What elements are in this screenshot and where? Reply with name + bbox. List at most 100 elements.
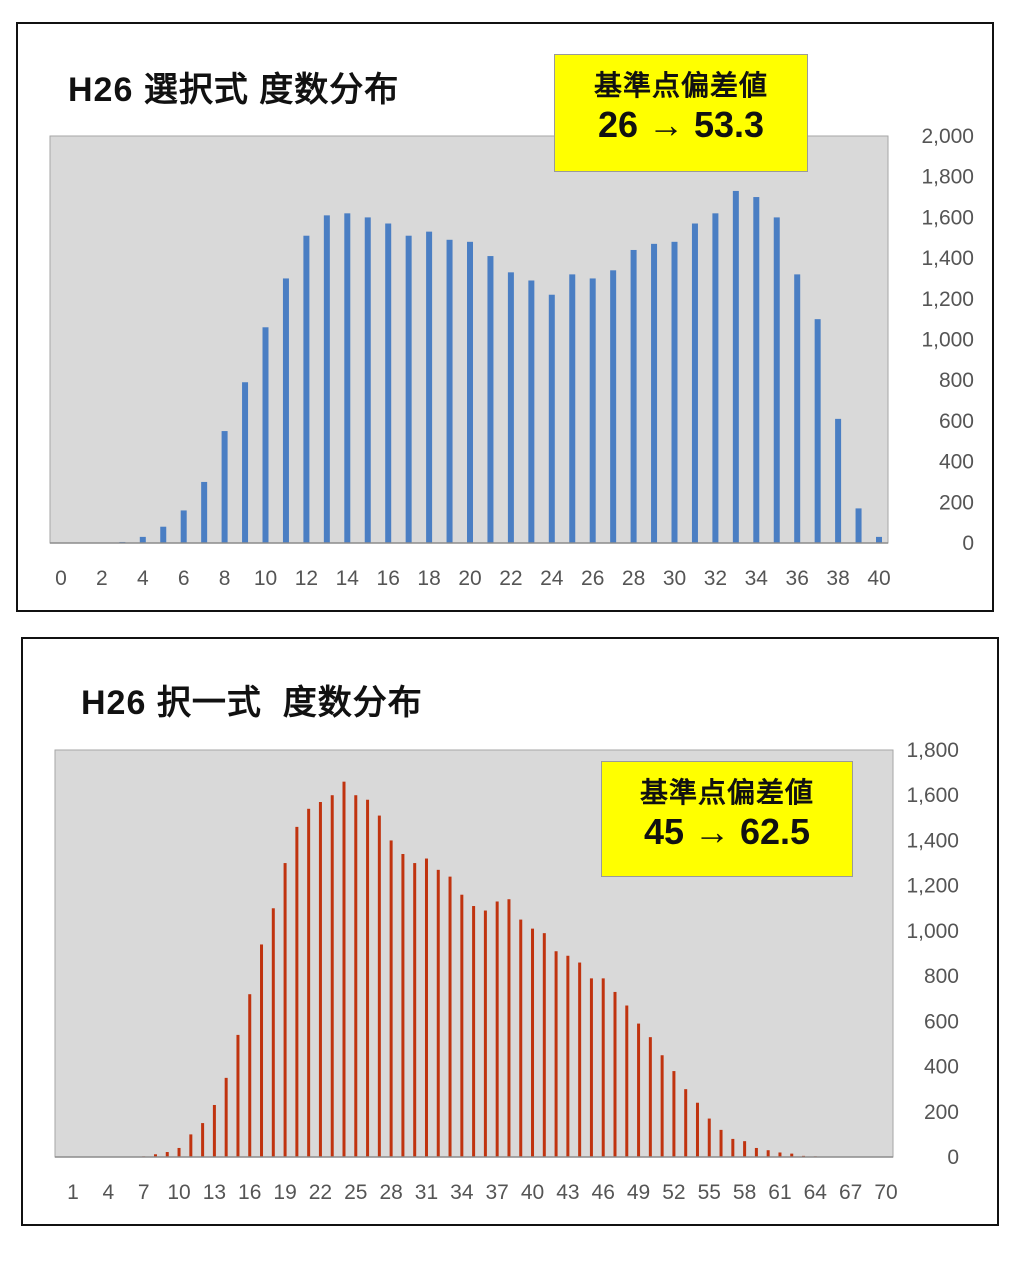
chart-2-bar <box>743 1141 747 1157</box>
chart-1-x-tick-label: 4 <box>137 567 149 590</box>
chart-2-x-tick-label: 52 <box>662 1181 685 1204</box>
chart-1-bar <box>691 223 698 543</box>
chart-2-bar <box>307 808 311 1157</box>
chart-2-callout: 基準点偏差値 45 → 62.5 <box>601 761 853 877</box>
chart-panel-1: 0 2 4 6 8 10 12 14 16 18 20 22 24 26 28 30 32 34 36 38 40 0 20… <box>16 22 994 612</box>
chart-2-bar <box>601 978 605 1157</box>
chart-2-bar <box>719 1129 723 1157</box>
chart-1-bar <box>712 213 719 543</box>
chart-2-x-tick-label: 46 <box>592 1181 615 1204</box>
chart-2-title: H26 択一式 度数分布 <box>81 684 423 722</box>
chart-2-y-tick-label: 800 <box>924 965 959 988</box>
chart-2-bar <box>366 799 370 1157</box>
chart-1-bar <box>405 235 412 543</box>
chart-1-callout-label: 基準点偏差値 <box>593 70 768 101</box>
chart-1-x-tick-label: 2 <box>96 567 108 590</box>
chart-2-x-tick-label: 22 <box>309 1181 332 1204</box>
chart-1-bar <box>814 319 821 543</box>
chart-2-bar <box>495 901 499 1157</box>
chart-2-bar <box>660 1055 664 1157</box>
chart-2-bar <box>165 1152 169 1157</box>
chart-1-y-tick-label: 0 <box>962 532 974 555</box>
chart-1-bar <box>630 249 637 543</box>
chart-2-bar <box>566 955 570 1157</box>
chart-panel-2: 1 4 7 10 13 16 19 22 25 28 31 34 37 40 43 46 49 52 55 58 61 6… <box>21 637 999 1226</box>
chart-2-x-tick-label: 64 <box>804 1181 828 1204</box>
chart-2-x-tick-label: 10 <box>167 1181 190 1204</box>
chart-1-y-tick-label: 1,200 <box>921 288 974 311</box>
chart-2-bar <box>778 1152 782 1157</box>
chart-2-bar <box>519 919 523 1157</box>
chart-1-bar <box>610 270 617 543</box>
chart-2-bar <box>625 1005 629 1157</box>
chart-2-x-tick-label: 37 <box>485 1181 508 1204</box>
chart-2-y-tick-label: 1,800 <box>906 739 959 762</box>
chart-2-bar <box>436 869 440 1157</box>
chart-1-svg: 0 2 4 6 8 10 12 14 16 18 20 22 24 26 28 30 32 34 36 38 40020… <box>49 125 974 590</box>
chart-1-y-tick-label: 1,400 <box>921 247 974 270</box>
chart-2-bar <box>672 1071 676 1157</box>
chart-1-x-tick-label: 10 <box>254 567 277 590</box>
chart-2-y-tick-label: 200 <box>924 1101 959 1124</box>
chart-1-bar <box>323 215 330 544</box>
chart-1-x-tick-label: 16 <box>377 567 400 590</box>
chart-2-bar <box>731 1138 735 1157</box>
chart-2-bar <box>283 863 287 1157</box>
chart-2-bar <box>531 928 535 1157</box>
chart-2-bar <box>637 1023 641 1157</box>
chart-1-bar <box>753 197 760 544</box>
chart-2-bar <box>589 978 593 1157</box>
chart-2-bar <box>295 826 299 1157</box>
chart-2-bar <box>201 1123 205 1157</box>
chart-2-bar <box>236 1034 240 1157</box>
chart-1-x-tick-label: 14 <box>336 567 360 590</box>
chart-1-x-tick-label: 30 <box>663 567 686 590</box>
chart-2-bar <box>424 858 428 1157</box>
chart-2-x-tick-label: 55 <box>698 1181 721 1204</box>
chart-1-bar <box>467 241 473 543</box>
chart-1-callout-value: 26 → 53.3 <box>597 104 765 145</box>
chart-1-callout: 基準点偏差値 26 → 53.3 <box>554 54 808 172</box>
chart-2-y-tick-label: 1,400 <box>906 829 959 852</box>
chart-1-bar <box>835 418 842 543</box>
chart-1-title: H26 選択式 度数分布 <box>68 71 400 109</box>
chart-2-bar <box>389 840 393 1157</box>
chart-1-bar <box>303 235 310 543</box>
chart-2-x-tick-label: 49 <box>627 1181 650 1204</box>
chart-2-x-tick-label: 40 <box>521 1181 544 1204</box>
chart-2-bar <box>330 795 334 1157</box>
chart-1-bar <box>242 382 249 543</box>
chart-1-x-tick-label: 6 <box>178 567 190 590</box>
chart-2-bar <box>177 1147 181 1157</box>
chart-2-bar <box>790 1153 794 1157</box>
chart-1-bar <box>139 536 146 543</box>
chart-2-x-tick-label: 58 <box>733 1181 756 1204</box>
chart-1-bar <box>589 278 596 543</box>
chart-2-bar <box>401 854 405 1157</box>
chart-2-y-tick-label: 1,000 <box>906 920 959 943</box>
chart-2-bar <box>248 994 252 1157</box>
chart-1-bar <box>528 280 535 543</box>
chart-1-y-tick-label: 800 <box>939 369 974 392</box>
chart-1-bar <box>344 213 351 543</box>
chart-1-y-tick-label: 1,000 <box>921 329 974 352</box>
chart-2-bar <box>318 802 322 1157</box>
chart-1-x-tick-label: 38 <box>826 567 849 590</box>
chart-2-x-tick-label: 61 <box>768 1181 791 1204</box>
chart-1-y-tick-label: 1,800 <box>921 166 974 189</box>
chart-2-x-tick-label: 19 <box>273 1181 296 1204</box>
chart-2-bar <box>754 1147 758 1157</box>
chart-1-x-tick-label: 32 <box>704 567 727 590</box>
chart-2-x-tick-label: 34 <box>450 1181 474 1204</box>
chart-1-bar <box>507 272 514 543</box>
chart-1-bar <box>651 243 658 544</box>
chart-1-bar <box>794 274 801 543</box>
chart-2-y-tick-label: 600 <box>924 1010 959 1033</box>
chart-2-bar <box>189 1134 193 1157</box>
chart-1-x-tick-label: 34 <box>745 567 769 590</box>
chart-2-callout-value: 45 → 62.5 <box>643 811 811 852</box>
chart-2-bar <box>613 991 617 1157</box>
chart-2-bar <box>354 795 358 1157</box>
chart-1-bar <box>201 481 208 543</box>
chart-1-bar <box>548 294 555 543</box>
